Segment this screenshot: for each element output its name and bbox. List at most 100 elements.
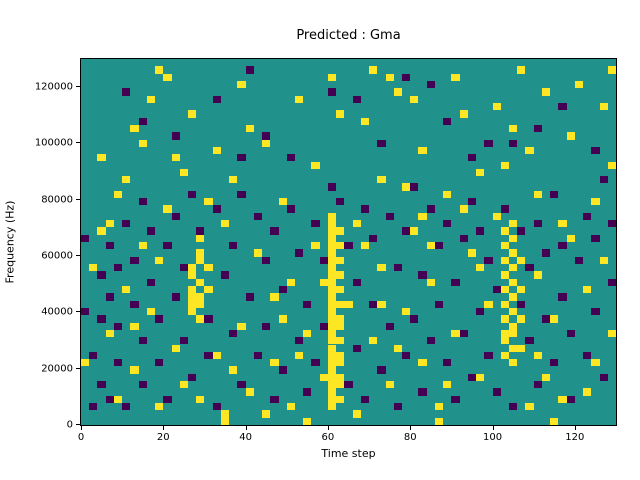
heatmap-cell-high bbox=[196, 293, 205, 301]
heatmap-cell-high bbox=[171, 344, 180, 352]
heatmap-cell-low bbox=[410, 183, 419, 191]
heatmap-cell-high bbox=[467, 249, 477, 257]
heatmap-cell-high bbox=[327, 381, 337, 389]
heatmap-cell-high bbox=[591, 198, 600, 206]
heatmap-cell-low bbox=[459, 234, 468, 242]
heatmap-cell-high bbox=[327, 271, 337, 279]
heatmap-cell-high bbox=[245, 388, 254, 396]
heatmap-cell-low bbox=[541, 315, 551, 323]
heatmap-cell-high bbox=[188, 285, 197, 294]
heatmap-cell-high bbox=[327, 249, 337, 257]
heatmap-cell-high bbox=[434, 417, 444, 425]
heatmap-cell-low bbox=[113, 322, 123, 330]
heatmap-cell-high bbox=[426, 242, 435, 250]
heatmap-cell-low bbox=[204, 351, 213, 360]
heatmap-cell-high bbox=[220, 410, 230, 418]
heatmap-cell-high bbox=[146, 95, 156, 103]
heatmap-cell-high bbox=[443, 190, 452, 199]
heatmap-cell-low bbox=[245, 293, 254, 301]
heatmap-cell-high bbox=[188, 307, 197, 316]
heatmap-cell-high bbox=[352, 410, 361, 418]
heatmap-cell-low bbox=[566, 329, 575, 338]
heatmap-cell-low bbox=[476, 307, 485, 316]
heatmap-cell-high bbox=[500, 161, 509, 169]
heatmap-cell-high bbox=[336, 359, 345, 367]
heatmap-cell-high bbox=[426, 278, 435, 286]
heatmap-cell-low bbox=[352, 344, 361, 352]
heatmap-cell-low bbox=[402, 73, 411, 81]
x-tick-label: 0 bbox=[77, 432, 85, 443]
heatmap-cell-low bbox=[171, 132, 180, 140]
heatmap-cell-low bbox=[550, 190, 559, 199]
heatmap-cell-low bbox=[138, 198, 147, 206]
heatmap-cell-low bbox=[583, 351, 592, 360]
heatmap-cell-low bbox=[599, 176, 608, 184]
heatmap-cell-low bbox=[89, 403, 98, 411]
heatmap-cell-low bbox=[599, 373, 608, 382]
heatmap-cell-high bbox=[541, 373, 551, 382]
heatmap-cell-high bbox=[509, 329, 518, 338]
heatmap-cell-high bbox=[253, 249, 263, 257]
heatmap-cell-low bbox=[171, 293, 180, 301]
heatmap-cell-high bbox=[517, 285, 526, 294]
heatmap-cell-low bbox=[591, 307, 600, 316]
heatmap-cell-high bbox=[155, 403, 164, 411]
y-tick-mark bbox=[76, 198, 80, 200]
heatmap-cell-low bbox=[138, 381, 147, 389]
heatmap-cell-low bbox=[303, 300, 312, 308]
heatmap-cell-low bbox=[270, 227, 279, 235]
y-tick-mark bbox=[76, 255, 80, 257]
heatmap-cell-low bbox=[426, 80, 435, 89]
heatmap-cell-low bbox=[278, 366, 287, 374]
x-tick-label: 40 bbox=[239, 432, 252, 443]
heatmap-cell-high bbox=[377, 300, 386, 308]
heatmap-cell-high bbox=[327, 395, 337, 404]
heatmap-cell-low bbox=[262, 132, 271, 140]
heatmap-cell-high bbox=[327, 263, 337, 272]
y-tick-mark bbox=[76, 142, 80, 144]
heatmap-cell-low bbox=[418, 271, 427, 279]
heatmap-cell-high bbox=[212, 351, 221, 360]
heatmap-cell-high bbox=[566, 234, 575, 242]
heatmap-cell-high bbox=[130, 124, 139, 133]
heatmap-cell-low bbox=[525, 263, 534, 272]
y-axis-label: Frequency (Hz) bbox=[3, 200, 17, 284]
heatmap-cell-high bbox=[517, 256, 526, 264]
heatmap-cell-high bbox=[558, 395, 567, 404]
heatmap-cell-high bbox=[130, 322, 139, 330]
heatmap-cell-high bbox=[550, 417, 559, 425]
heatmap-cell-high bbox=[171, 154, 180, 162]
heatmap-cell-high bbox=[270, 293, 279, 301]
heatmap-cell-low bbox=[229, 329, 238, 338]
heatmap-cell-high bbox=[393, 88, 402, 96]
y-tick-label: 60000 bbox=[41, 250, 73, 262]
heatmap-cell-low bbox=[327, 183, 337, 191]
heatmap-cell-low bbox=[484, 139, 493, 147]
heatmap-cell-high bbox=[385, 381, 394, 389]
heatmap-cell-low bbox=[229, 242, 238, 250]
heatmap-cell-high bbox=[410, 227, 419, 235]
heatmap-cell-low bbox=[262, 322, 271, 330]
heatmap-cell-high bbox=[196, 278, 205, 286]
heatmap-cell-low bbox=[574, 256, 584, 264]
heatmap-cell-low bbox=[311, 220, 320, 228]
heatmap-cell-low bbox=[327, 88, 337, 96]
heatmap-cell-low bbox=[171, 212, 180, 221]
heatmap-cell-low bbox=[467, 198, 477, 206]
heatmap-cell-high bbox=[138, 242, 147, 250]
heatmap-cell-high bbox=[336, 242, 345, 250]
heatmap-cell-low bbox=[443, 220, 452, 228]
heatmap-cell-high bbox=[443, 381, 452, 389]
x-tick-label: 100 bbox=[482, 432, 503, 443]
heatmap-cell-high bbox=[319, 373, 328, 382]
heatmap-cell-high bbox=[533, 190, 542, 199]
heatmap-cell-high bbox=[155, 256, 164, 264]
heatmap-cell-low bbox=[89, 351, 98, 360]
heatmap-cell-high bbox=[369, 337, 378, 345]
heatmap-cell-low bbox=[245, 66, 254, 74]
x-tick-mark bbox=[81, 426, 82, 430]
heatmap-cell-high bbox=[509, 220, 518, 228]
heatmap-cell-high bbox=[229, 176, 238, 184]
heatmap-cell-low bbox=[558, 242, 567, 250]
heatmap-cell-high bbox=[220, 220, 230, 228]
